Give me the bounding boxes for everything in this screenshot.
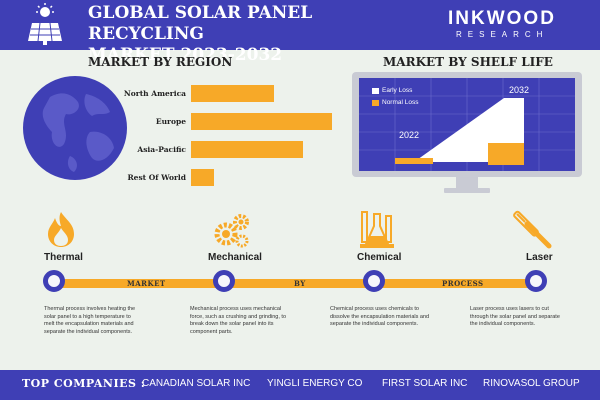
company-first-solar: FIRST SOLAR INC xyxy=(382,378,468,389)
header-banner xyxy=(0,0,600,50)
footer-title: TOP COMPANIES : xyxy=(22,377,146,390)
company-yingli-energy: YINGLI ENERGY CO xyxy=(267,378,363,389)
timeline-bar xyxy=(60,279,540,288)
normal-loss-bar-2022 xyxy=(395,158,433,164)
laser-icon xyxy=(513,210,552,249)
company-rinovasol: RINOVASOL GROUP xyxy=(483,378,580,389)
legend-swatch-normal xyxy=(372,100,379,106)
title-line-2: MARKET 2023-2032 xyxy=(88,45,283,65)
process-name-chemical: Chemical xyxy=(357,252,402,263)
legend-normal-loss: Normal Loss xyxy=(382,99,419,106)
year-end-label: 2032 xyxy=(509,85,530,95)
flame-icon xyxy=(48,212,74,247)
page-title: GLOBAL SOLAR PANEL RECYCLING MARKET 2023… xyxy=(88,3,408,66)
process-desc-mechanical: Mechanical process uses mechanical force… xyxy=(190,306,287,335)
gears-icon xyxy=(214,214,249,248)
year-start-label: 2022 xyxy=(399,130,420,140)
timeline-node-mechanical xyxy=(213,270,235,292)
region-section-title: MARKET BY REGION xyxy=(88,55,233,69)
legend-early-loss: Early Loss xyxy=(382,87,413,94)
legend-swatch-early xyxy=(372,88,379,94)
shelf-section-title: MARKET BY SHELF LIFE xyxy=(383,55,553,69)
region-bar-europe xyxy=(191,113,332,130)
process-name-thermal: Thermal xyxy=(44,252,83,263)
process-desc-thermal: Thermal process involves heating the sol… xyxy=(44,306,136,335)
timeline-node-thermal xyxy=(43,270,65,292)
process-name-laser: Laser xyxy=(526,252,553,263)
region-bar-north-america xyxy=(191,85,274,102)
solar-panel-logo-icon xyxy=(28,3,62,45)
region-label-rest-of-world: Rest Of World xyxy=(127,173,186,182)
region-label-europe: Europe xyxy=(155,117,186,126)
timeline-label-process: PROCESS xyxy=(442,279,484,288)
globe-icon xyxy=(23,76,127,180)
process-desc-chemical: Chemical process uses chemicals to disso… xyxy=(330,306,430,327)
timeline-label-by: BY xyxy=(294,279,306,288)
brand-name: INKWOOD xyxy=(448,8,556,29)
region-bar-rest-of-world xyxy=(191,169,215,186)
timeline-label-market: MARKET xyxy=(127,279,166,288)
flask-icon xyxy=(360,211,394,248)
timeline-node-laser xyxy=(525,270,547,292)
monitor-icon xyxy=(352,72,582,193)
footer-banner xyxy=(0,370,600,400)
normal-loss-bar-2032 xyxy=(488,143,524,165)
region-label-north-america: North America xyxy=(123,89,186,98)
timeline-node-chemical xyxy=(363,270,385,292)
region-bar-asia-pacific xyxy=(191,141,303,158)
process-name-mechanical: Mechanical xyxy=(208,252,262,263)
company-canadian-solar: CANADIAN SOLAR INC xyxy=(142,378,251,389)
title-line-1: GLOBAL SOLAR PANEL RECYCLING xyxy=(88,3,313,44)
brand-subtitle: RESEARCH xyxy=(456,30,549,39)
process-desc-laser: Laser process uses lasers to cut through… xyxy=(470,306,560,327)
region-label-asia-pacific: Asia-Pacific xyxy=(137,145,186,154)
